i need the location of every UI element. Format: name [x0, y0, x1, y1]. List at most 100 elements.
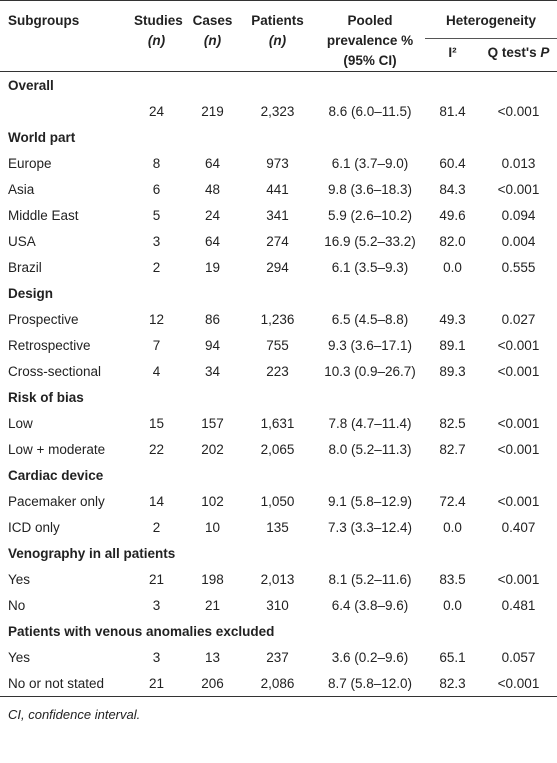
data-row: USA 3 64 274 16.9 (5.2–33.2) 82.0 0.004	[0, 228, 557, 254]
cell: <0.001	[497, 415, 540, 431]
cell: 81.4	[439, 103, 466, 119]
row-label: Pacemaker only	[8, 493, 105, 509]
cell: 49.6	[439, 207, 466, 223]
cell: 94	[204, 337, 221, 353]
row-label: USA	[8, 233, 36, 249]
cell: 0.0	[443, 597, 462, 613]
cell: 8.0 (5.2–11.3)	[328, 441, 412, 457]
cell: 157	[201, 415, 224, 431]
cell: 24	[148, 103, 165, 119]
cell: 83.5	[439, 571, 466, 587]
row-label: Europe	[8, 155, 52, 171]
cell: 14	[148, 493, 165, 509]
cell: 2	[152, 519, 161, 535]
cell: 64	[204, 155, 221, 171]
cell: 0.481	[501, 597, 536, 613]
cell: 0.057	[501, 649, 536, 665]
cell: 12	[148, 311, 165, 327]
cell: 202	[201, 441, 224, 457]
cell: 7.3 (3.3–12.4)	[327, 519, 413, 535]
header-cell: I²	[425, 38, 480, 73]
cell: 1,050	[260, 493, 295, 509]
cell: 5.9 (2.6–10.2)	[327, 207, 413, 223]
cell: 274	[266, 233, 289, 249]
section-title: Cardiac device	[8, 467, 104, 483]
cell: 219	[201, 103, 224, 119]
data-row: Retrospective 7 94 755 9.3 (3.6–17.1) 89.1 <0.…	[0, 332, 557, 358]
cell: 8.6 (6.0–11.5)	[328, 103, 412, 119]
section-row: Cardiac device	[0, 462, 557, 488]
cell: 0.004	[501, 233, 536, 249]
cell: 21	[204, 597, 221, 613]
cell: <0.001	[497, 441, 540, 457]
cell: 7.8 (4.7–11.4)	[328, 415, 412, 431]
row-label: Middle East	[8, 207, 79, 223]
header-unit: (n)	[147, 33, 166, 48]
cell: 0.0	[443, 259, 462, 275]
section-title: Design	[8, 285, 54, 301]
section-row: Risk of bias	[0, 384, 557, 410]
cell: 82.3	[425, 670, 480, 697]
cell: 60.4	[439, 155, 466, 171]
cell: 0.407	[501, 519, 536, 535]
cell: <0.001	[497, 337, 540, 353]
cell: 34	[204, 363, 221, 379]
cell: 16.9 (5.2–33.2)	[324, 233, 416, 249]
data-row: Asia 6 48 441 9.8 (3.6–18.3) 84.3 <0.001	[0, 176, 557, 202]
cell: 102	[201, 493, 224, 509]
cell: 8.1 (5.2–11.6)	[328, 571, 412, 587]
data-row: Europe 8 64 973 6.1 (3.7–9.0) 60.4 0.013	[0, 150, 557, 176]
section-title: Risk of bias	[8, 389, 84, 405]
header-label: Studies	[134, 13, 183, 28]
header-cell: Q test's P	[480, 38, 557, 73]
cell: 64	[204, 233, 221, 249]
header-var: P	[540, 44, 550, 60]
section-row: Overall	[0, 72, 557, 99]
header-unit: (n)	[203, 33, 222, 48]
cell: 10.3 (0.9–26.7)	[324, 363, 416, 379]
data-table: Subgroups Studies (n) Cases (n) Patients (n…	[0, 0, 557, 697]
row-label: ICD only	[8, 519, 60, 535]
section-title: World part	[8, 129, 76, 145]
cell: 6.1 (3.7–9.0)	[331, 155, 409, 171]
cell: 5	[152, 207, 161, 223]
cell: <0.001	[497, 571, 540, 587]
cell: 15	[148, 415, 165, 431]
data-row: Middle East 5 24 341 5.9 (2.6–10.2) 49.6 0.094	[0, 202, 557, 228]
cell: 2,065	[260, 441, 295, 457]
cell: 82.0	[439, 233, 466, 249]
section-title: Overall	[8, 77, 54, 93]
cell: 21	[148, 571, 165, 587]
section-title: Patients with venous anomalies excluded	[8, 623, 275, 639]
cell: 341	[266, 207, 289, 223]
cell: 89.1	[439, 337, 466, 353]
header-label: Q test's	[487, 44, 537, 60]
section-row: Venography in all patients	[0, 540, 557, 566]
cell: 1,236	[260, 311, 295, 327]
cell: 13	[204, 649, 221, 665]
header-cell: Patients (n)	[240, 0, 315, 72]
cell: 24	[204, 207, 221, 223]
cell: <0.001	[497, 493, 540, 509]
table-body: Overall 24 219 2,323 8.6 (6.0–11.5) 81.4 <0.00…	[0, 72, 557, 697]
cell: 973	[266, 155, 289, 171]
cell: 82.5	[439, 415, 466, 431]
data-row: ICD only 2 10 135 7.3 (3.3–12.4) 0.0 0.407	[0, 514, 557, 540]
cell: 237	[266, 649, 289, 665]
data-row: No 3 21 310 6.4 (3.8–9.6) 0.0 0.481	[0, 592, 557, 618]
cell: <0.001	[497, 103, 540, 119]
row-label: Asia	[8, 181, 35, 197]
header-cell: Subgroups	[0, 0, 128, 72]
data-row: Cross-sectional 4 34 223 10.3 (0.9–26.7) 89.3…	[0, 358, 557, 384]
cell: 0.555	[501, 259, 536, 275]
cell: 135	[266, 519, 289, 535]
cell: 2,013	[260, 571, 295, 587]
row-label: No or not stated	[0, 670, 128, 697]
row-label: Prospective	[8, 311, 79, 327]
row-label	[0, 98, 128, 124]
row-label: Brazil	[8, 259, 42, 275]
section-row: World part	[0, 124, 557, 150]
cell: 3.6 (0.2–9.6)	[331, 649, 409, 665]
cell: 0.013	[501, 155, 536, 171]
